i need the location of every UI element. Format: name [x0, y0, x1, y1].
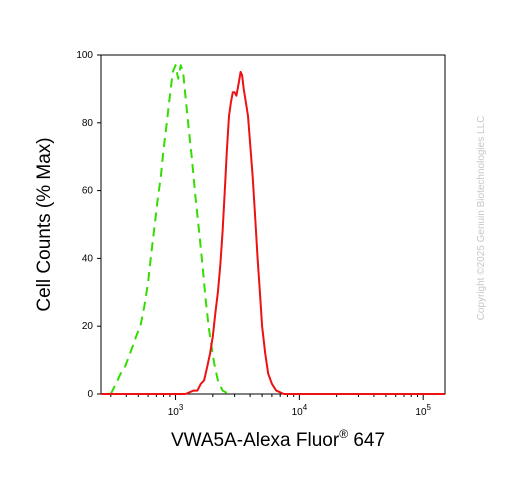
x-axis: 103 104 105 [110, 394, 432, 418]
x-axis-title-superscript: ® [339, 427, 348, 441]
series-layer [101, 64, 445, 395]
x-tick-label-1000: 103 [168, 403, 184, 418]
y-tick-label-100: 100 [76, 50, 93, 61]
y-tick-label-20: 20 [82, 321, 94, 332]
copyright-watermark: Copyright ©2025 Genuin Biotechnologies L… [476, 116, 487, 321]
y-tick-label-40: 40 [82, 253, 94, 264]
y-axis-title: Cell Counts (% Max) [34, 137, 55, 311]
x-tick-label-100000: 105 [415, 403, 431, 418]
y-tick-label-80: 80 [82, 118, 94, 129]
x-tick-label-10000: 104 [292, 403, 308, 418]
plot-frame [100, 54, 446, 395]
y-tick-label-0: 0 [87, 389, 93, 400]
y-axis: 0 20 40 60 80 100 [76, 50, 101, 400]
x-axis-title: VWA5A-Alexa Fluor® 647 [171, 427, 385, 451]
series-line-1 [101, 70, 445, 395]
y-tick-label-60: 60 [82, 186, 94, 197]
series-line-0 [109, 64, 230, 395]
x-axis-title-main: VWA5A-Alexa Fluor [171, 430, 340, 451]
x-axis-title-suffix: 647 [348, 430, 385, 451]
